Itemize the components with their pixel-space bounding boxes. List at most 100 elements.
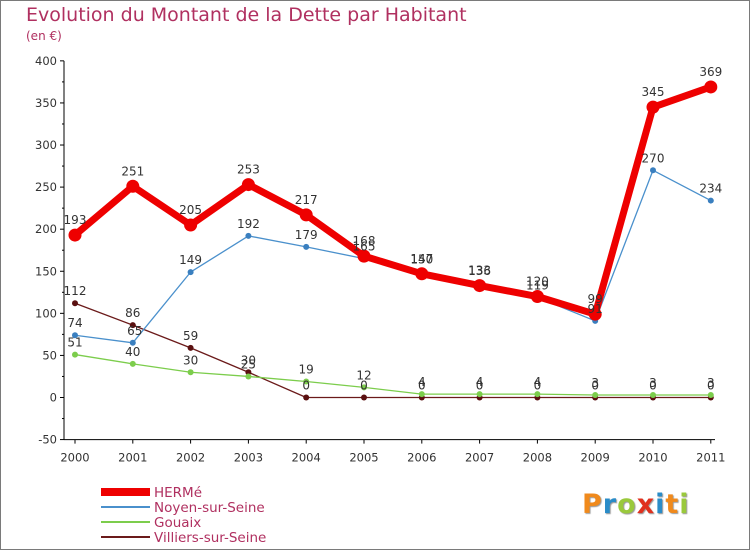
logo-letter: i: [655, 489, 666, 520]
data-label-0: 147: [410, 252, 433, 266]
y-tick-label: 150: [35, 264, 57, 278]
data-label-3: 0: [418, 379, 426, 393]
series-line-1: [74, 169, 712, 344]
data-label-2: 3: [649, 376, 657, 390]
y-tick-label: 100: [35, 306, 57, 320]
data-label-0: 217: [295, 193, 318, 207]
data-label-3: 0: [707, 379, 715, 393]
data-label-0: 369: [699, 65, 722, 79]
data-point-1: [245, 232, 252, 239]
data-point-0: [357, 249, 371, 263]
data-label-2: 40: [125, 345, 140, 359]
chart-unit: (en €): [26, 29, 62, 43]
data-point-2: [707, 391, 714, 398]
data-label-1: 136: [468, 264, 491, 278]
data-point-3: [72, 300, 78, 307]
legend-label: HERMé: [154, 485, 202, 501]
data-point-3: [303, 394, 310, 401]
data-label-1: 149: [179, 253, 202, 267]
data-point-2: [592, 391, 599, 398]
data-point-0: [646, 100, 660, 114]
data-label-3: 0: [302, 379, 310, 393]
logo-letter: o: [617, 489, 637, 520]
y-tick-label: -50: [38, 433, 57, 447]
data-point-2: [476, 391, 483, 398]
x-tick-label: 2004: [292, 451, 321, 465]
data-label-0: 253: [237, 163, 260, 177]
data-label-2: 51: [67, 336, 82, 350]
x-tick-label: 2007: [465, 451, 494, 465]
series-line-0: [71, 83, 715, 318]
legend-label: Noyen-sur-Seine: [154, 500, 265, 516]
data-point-0: [126, 179, 140, 193]
proxiti-logo: Proxiti: [582, 489, 690, 520]
data-point-1: [650, 167, 656, 174]
data-point-2: [245, 373, 252, 380]
data-label-2: 19: [299, 363, 314, 377]
logo-letter: i: [679, 489, 690, 520]
data-point-0: [704, 80, 718, 94]
data-label-3: 0: [591, 379, 599, 393]
data-point-0: [530, 290, 544, 304]
data-point-2: [361, 384, 367, 391]
data-point-3: [187, 344, 194, 351]
data-point-2: [650, 391, 656, 398]
x-tick-label: 2008: [523, 451, 552, 465]
data-point-2: [534, 391, 541, 398]
data-point-3: [361, 394, 367, 401]
y-tick-label: 400: [35, 54, 57, 68]
logo-letter: t: [665, 489, 680, 520]
data-label-2: 4: [534, 375, 542, 389]
data-label-2: 12: [356, 368, 371, 382]
data-point-0: [299, 208, 313, 222]
data-point-3: [129, 322, 136, 329]
data-point-2: [187, 369, 194, 376]
data-point-0: [415, 267, 429, 281]
data-label-1: 150: [410, 252, 433, 266]
data-point-1: [187, 269, 194, 276]
data-label-0: 133: [468, 264, 491, 278]
x-tick-label: 2005: [349, 451, 378, 465]
x-tick-label: 2006: [407, 451, 436, 465]
data-label-0: 168: [353, 234, 376, 248]
logo-letter: r: [602, 489, 618, 520]
logo-letter: x: [636, 489, 656, 520]
data-label-3: 59: [183, 329, 198, 343]
data-label-1: 119: [526, 278, 549, 292]
x-tick-label: 2001: [118, 451, 147, 465]
data-label-0: 120: [526, 275, 549, 289]
data-label-1: 179: [295, 228, 318, 242]
data-label-0: 193: [64, 213, 87, 227]
data-label-1: 91: [588, 302, 603, 316]
data-point-0: [184, 218, 198, 232]
data-label-3: 0: [649, 379, 657, 393]
data-point-1: [72, 332, 78, 339]
data-label-1: 165: [353, 240, 376, 254]
data-label-1: 270: [642, 151, 665, 165]
data-point-0: [473, 279, 487, 293]
data-point-1: [303, 243, 310, 250]
data-label-3: 30: [241, 353, 256, 367]
y-tick-label: 350: [35, 96, 57, 110]
y-tick-label: 300: [35, 138, 57, 152]
y-tick-label: 0: [50, 391, 57, 405]
x-tick-label: 2010: [638, 451, 667, 465]
y-tick-label: 250: [35, 180, 57, 194]
x-tick-label: 2011: [696, 451, 725, 465]
data-label-1: 65: [127, 324, 142, 338]
data-label-2: 30: [183, 353, 198, 367]
data-point-3: [245, 369, 252, 376]
data-label-3: 0: [360, 379, 368, 393]
data-label-2: 3: [591, 376, 599, 390]
data-label-1: 234: [699, 182, 722, 196]
data-point-0: [68, 228, 82, 242]
data-label-1: 192: [237, 217, 260, 231]
x-tick-label: 2003: [234, 451, 263, 465]
legend-label: Villiers-sur-Seine: [154, 530, 266, 546]
data-point-0: [588, 307, 602, 321]
y-tick-label: 50: [42, 348, 57, 362]
x-tick-label: 2002: [176, 451, 205, 465]
data-label-1: 74: [67, 316, 82, 330]
data-label-2: 25: [241, 357, 256, 371]
